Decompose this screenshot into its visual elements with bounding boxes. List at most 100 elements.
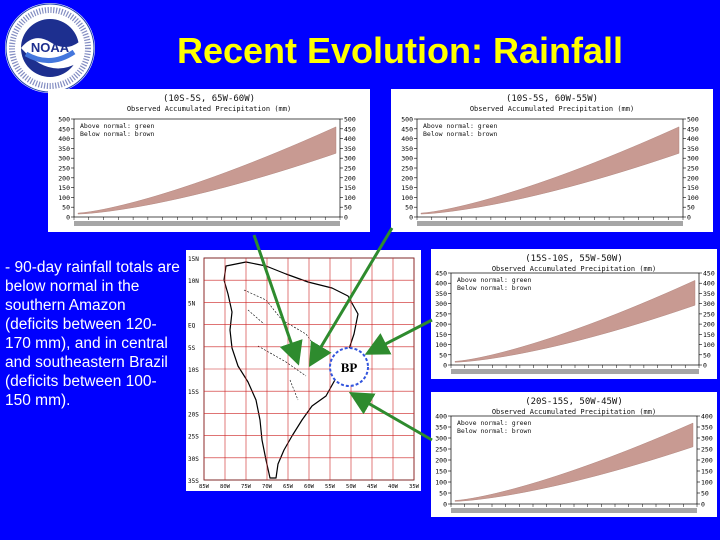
y-tick-label-right: 0 [701,501,705,509]
y-tick-label-right: 350 [687,145,699,153]
y-tick-label: 50 [439,490,447,498]
y-tick-label-right: 350 [701,424,713,432]
y-tick-label: 0 [409,214,413,222]
y-tick-label-right: 300 [344,155,356,163]
y-tick-label: 0 [443,362,447,370]
map-lat-label: EQ [188,323,196,330]
y-tick-label-right: 150 [703,331,715,339]
y-tick-label: 250 [58,165,70,173]
y-tick-label-right: 150 [344,184,356,192]
y-tick-label: 200 [435,321,447,329]
chart-title: Observed Accumulated Precipitation (mm) [492,265,656,273]
map-lon-label: 50W [346,484,357,490]
y-tick-label-right: 250 [701,446,713,454]
y-tick-label-right: 400 [687,135,699,143]
chart-region-label: (20S-15S, 50W-45W) [525,397,623,407]
y-tick-label: 500 [401,116,413,124]
y-tick-label-right: 50 [687,204,695,212]
y-tick-label-right: 100 [703,341,715,349]
y-tick-label-right: 400 [344,135,356,143]
map-lat-label: 5N [188,300,196,307]
y-tick-label-right: 0 [687,214,691,222]
map-lon-label: 80W [220,484,231,490]
y-tick-label-right: 450 [687,125,699,133]
chart-region-label: (15S-10S, 55W-50W) [525,254,623,264]
chart-region-label: (10S-5S, 60W-55W) [506,94,598,104]
y-tick-label: 150 [435,468,447,476]
map-lon-label: 60W [304,484,315,490]
chart-panel-2: (10S-5S, 60W-55W) Observed Accumulated Pr… [391,89,713,232]
y-tick-label-right: 100 [687,194,699,202]
chart-title: Observed Accumulated Precipitation (mm) [492,408,656,416]
y-tick-label: 400 [435,280,447,288]
map-lon-label: 70W [262,484,273,490]
y-tick-label: 50 [439,351,447,359]
y-tick-label: 450 [401,125,413,133]
deficit-area [77,126,337,215]
chart-legend-entry: Above normal: green [80,122,154,130]
y-tick-label: 100 [435,479,447,487]
y-tick-label: 250 [435,310,447,318]
chart-legend-entry: Above normal: green [457,419,531,427]
y-tick-label: 500 [58,116,70,124]
map-lon-label: 65W [283,484,294,490]
x-tick-labels-strip [74,221,340,226]
map-lat-label: 10N [188,278,199,285]
chart-legend-entry: Below normal: brown [80,130,154,138]
y-tick-label: 450 [435,270,447,278]
y-tick-label-right: 350 [703,290,715,298]
map-lon-label: 40W [388,484,399,490]
summary-bullet: - 90-day rainfall totals are below norma… [5,259,180,409]
y-tick-label: 350 [435,424,447,432]
map-lon-label: 35W [409,484,420,490]
map-lat-label: 10S [188,367,199,374]
noaa-logo-icon: NOAA [5,3,95,93]
y-tick-label-right: 400 [703,280,715,288]
map-lon-label: 45W [367,484,378,490]
y-tick-label-right: 450 [344,125,356,133]
y-tick-label: 300 [435,300,447,308]
map-lat-label: 15N [188,256,199,263]
map-lat-label: 15S [188,389,199,396]
y-tick-label-right: 150 [687,184,699,192]
map-lon-label: 85W [199,484,210,490]
y-tick-label-right: 250 [344,165,356,173]
y-tick-label: 0 [443,501,447,509]
y-tick-label: 350 [435,290,447,298]
deficit-area [454,422,694,502]
y-tick-label-right: 350 [344,145,356,153]
chart-legend-entry: Above normal: green [457,276,531,284]
map-lat-label: 5S [188,345,196,352]
chart-legend-entry: Below normal: brown [457,427,531,435]
y-tick-label: 250 [401,165,413,173]
chart-legend-entry: Below normal: brown [457,284,531,292]
map-lat-label: 20S [188,411,199,418]
chart-legend-entry: Below normal: brown [423,130,497,138]
y-tick-label-right: 50 [701,490,709,498]
y-tick-label: 100 [58,194,70,202]
map-lon-label: 55W [325,484,336,490]
chart-panel-4: (20S-15S, 50W-45W) Observed Accumulated P… [431,392,717,517]
y-tick-label-right: 200 [687,174,699,182]
map-lat-label: 25S [188,434,199,441]
y-tick-label: 350 [58,145,70,153]
map-lat-label: 35S [188,478,199,485]
chart-title: Observed Accumulated Precipitation (mm) [127,105,291,113]
south-america-map: 15N 10N 5N EQ 5S 10S 15S 20S 25S 30S 35S 85W 80W 75W 7… [186,250,421,491]
y-tick-label-right: 100 [344,194,356,202]
y-tick-label: 100 [401,194,413,202]
map-lat-label: 30S [188,456,199,463]
x-tick-labels-strip [451,369,699,374]
y-tick-label: 200 [58,174,70,182]
y-tick-label-right: 0 [703,362,707,370]
y-tick-label: 150 [435,331,447,339]
y-tick-label: 250 [435,446,447,454]
y-tick-label: 50 [405,204,413,212]
map-lon-label: 75W [241,484,252,490]
y-tick-label: 50 [62,204,70,212]
y-tick-label-right: 300 [687,155,699,163]
chart-legend-entry: Above normal: green [423,122,497,130]
y-tick-label-right: 200 [703,321,715,329]
y-tick-label: 100 [435,341,447,349]
y-tick-label-right: 300 [703,300,715,308]
